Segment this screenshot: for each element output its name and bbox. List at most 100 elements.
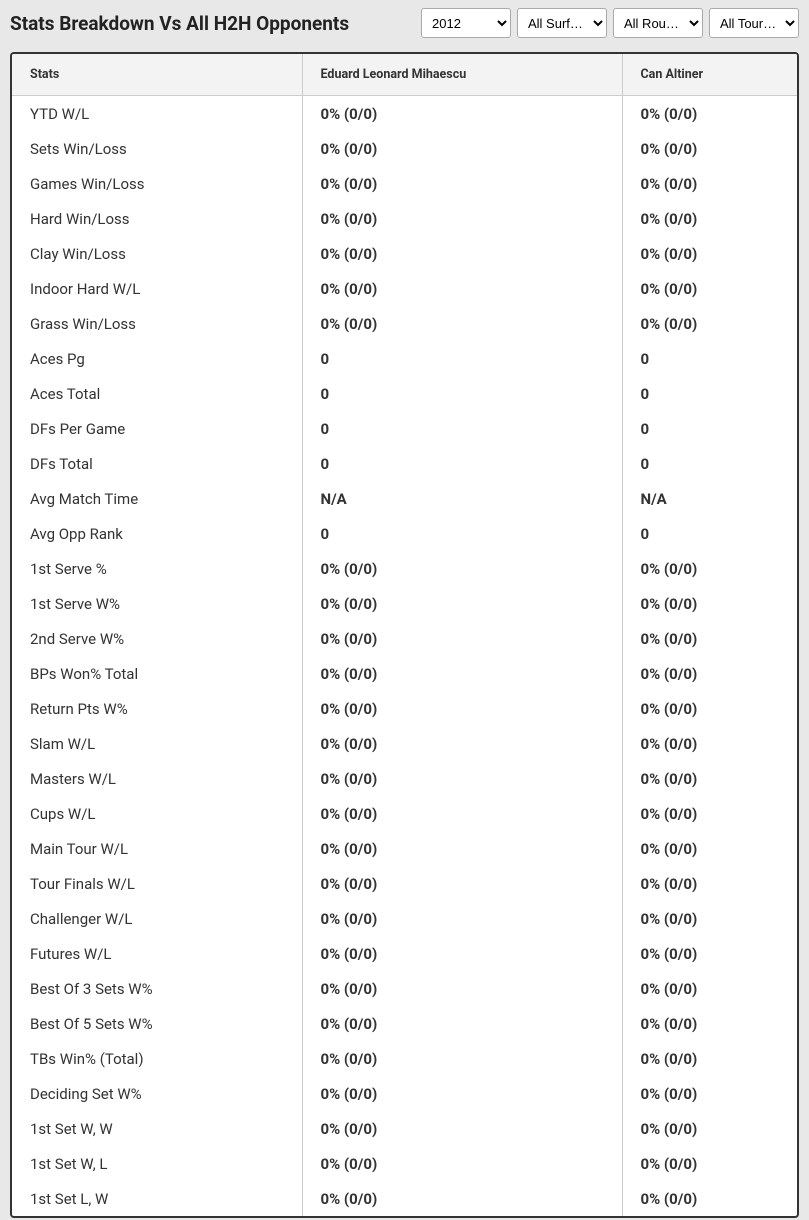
table-row: Avg Opp Rank00 xyxy=(12,516,797,551)
stat-name-cell: DFs Total xyxy=(12,446,302,481)
stat-value-cell: 0 xyxy=(302,446,622,481)
stat-name-cell: TBs Win% (Total) xyxy=(12,1041,302,1076)
stat-name-cell: Main Tour W/L xyxy=(12,831,302,866)
table-row: Clay Win/Loss0% (0/0)0% (0/0) xyxy=(12,236,797,271)
table-row: 1st Set L, W0% (0/0)0% (0/0) xyxy=(12,1181,797,1216)
stat-name-cell: Challenger W/L xyxy=(12,901,302,936)
stat-value-cell: 0% (0/0) xyxy=(622,656,797,691)
stat-name-cell: Aces Total xyxy=(12,376,302,411)
stat-name-cell: BPs Won% Total xyxy=(12,656,302,691)
stat-value-cell: 0% (0/0) xyxy=(622,971,797,1006)
col-header-player1: Eduard Leonard Mihaescu xyxy=(302,54,622,96)
stat-value-cell: 0% (0/0) xyxy=(622,96,797,132)
table-row: Sets Win/Loss0% (0/0)0% (0/0) xyxy=(12,131,797,166)
stat-value-cell: 0% (0/0) xyxy=(622,1111,797,1146)
stat-value-cell: N/A xyxy=(622,481,797,516)
stat-name-cell: Best Of 5 Sets W% xyxy=(12,1006,302,1041)
table-row: Futures W/L0% (0/0)0% (0/0) xyxy=(12,936,797,971)
stat-name-cell: 1st Set W, W xyxy=(12,1111,302,1146)
table-row: Indoor Hard W/L0% (0/0)0% (0/0) xyxy=(12,271,797,306)
stat-value-cell: 0% (0/0) xyxy=(302,131,622,166)
stat-name-cell: Hard Win/Loss xyxy=(12,201,302,236)
stat-value-cell: 0 xyxy=(302,376,622,411)
stat-value-cell: 0% (0/0) xyxy=(622,1006,797,1041)
stat-name-cell: Aces Pg xyxy=(12,341,302,376)
stat-value-cell: 0% (0/0) xyxy=(302,1181,622,1216)
stat-value-cell: 0 xyxy=(622,446,797,481)
table-row: Best Of 3 Sets W%0% (0/0)0% (0/0) xyxy=(12,971,797,1006)
filter-group: 2012 All Surf… All Rou… All Tour… xyxy=(421,8,799,38)
stat-value-cell: 0% (0/0) xyxy=(302,1146,622,1181)
stat-name-cell: Avg Match Time xyxy=(12,481,302,516)
stat-value-cell: 0% (0/0) xyxy=(302,306,622,341)
stat-value-cell: 0% (0/0) xyxy=(302,586,622,621)
stat-name-cell: YTD W/L xyxy=(12,96,302,132)
surface-select[interactable]: All Surf… xyxy=(517,8,607,38)
year-select[interactable]: 2012 xyxy=(421,8,511,38)
stat-value-cell: 0% (0/0) xyxy=(302,901,622,936)
stat-name-cell: Clay Win/Loss xyxy=(12,236,302,271)
stat-value-cell: 0% (0/0) xyxy=(302,726,622,761)
stat-value-cell: 0% (0/0) xyxy=(622,691,797,726)
stat-value-cell: 0 xyxy=(302,341,622,376)
stat-value-cell: 0% (0/0) xyxy=(302,936,622,971)
stat-value-cell: 0 xyxy=(622,376,797,411)
stat-value-cell: 0% (0/0) xyxy=(302,201,622,236)
stat-value-cell: 0% (0/0) xyxy=(622,551,797,586)
stat-name-cell: 1st Set W, L xyxy=(12,1146,302,1181)
stat-name-cell: 1st Serve W% xyxy=(12,586,302,621)
stat-name-cell: Sets Win/Loss xyxy=(12,131,302,166)
stat-value-cell: 0% (0/0) xyxy=(622,236,797,271)
stat-name-cell: Futures W/L xyxy=(12,936,302,971)
stat-value-cell: 0% (0/0) xyxy=(302,1006,622,1041)
stat-value-cell: 0 xyxy=(622,516,797,551)
stat-name-cell: Masters W/L xyxy=(12,761,302,796)
table-row: DFs Total00 xyxy=(12,446,797,481)
table-row: Grass Win/Loss0% (0/0)0% (0/0) xyxy=(12,306,797,341)
stat-name-cell: Games Win/Loss xyxy=(12,166,302,201)
col-header-stats: Stats xyxy=(12,54,302,96)
table-header-row: Stats Eduard Leonard Mihaescu Can Altine… xyxy=(12,54,797,96)
stat-value-cell: 0% (0/0) xyxy=(622,201,797,236)
stat-value-cell: 0% (0/0) xyxy=(302,971,622,1006)
round-select[interactable]: All Rou… xyxy=(613,8,703,38)
stat-value-cell: 0 xyxy=(302,516,622,551)
tour-select[interactable]: All Tour… xyxy=(709,8,799,38)
table-row: YTD W/L0% (0/0)0% (0/0) xyxy=(12,96,797,132)
table-row: Slam W/L0% (0/0)0% (0/0) xyxy=(12,726,797,761)
stat-name-cell: Best Of 3 Sets W% xyxy=(12,971,302,1006)
stat-value-cell: 0% (0/0) xyxy=(302,1041,622,1076)
table-row: Cups W/L0% (0/0)0% (0/0) xyxy=(12,796,797,831)
stat-value-cell: N/A xyxy=(302,481,622,516)
table-row: Masters W/L0% (0/0)0% (0/0) xyxy=(12,761,797,796)
stat-value-cell: 0% (0/0) xyxy=(622,901,797,936)
stat-value-cell: 0% (0/0) xyxy=(622,726,797,761)
table-row: Hard Win/Loss0% (0/0)0% (0/0) xyxy=(12,201,797,236)
stat-value-cell: 0% (0/0) xyxy=(302,691,622,726)
stat-value-cell: 0% (0/0) xyxy=(302,866,622,901)
stat-value-cell: 0% (0/0) xyxy=(302,656,622,691)
stat-value-cell: 0 xyxy=(302,411,622,446)
table-row: Avg Match TimeN/AN/A xyxy=(12,481,797,516)
stat-name-cell: 2nd Serve W% xyxy=(12,621,302,656)
stat-value-cell: 0 xyxy=(622,411,797,446)
stat-value-cell: 0% (0/0) xyxy=(622,621,797,656)
stats-table: Stats Eduard Leonard Mihaescu Can Altine… xyxy=(12,54,797,1216)
stat-value-cell: 0% (0/0) xyxy=(302,1111,622,1146)
stat-value-cell: 0% (0/0) xyxy=(302,796,622,831)
stat-value-cell: 0% (0/0) xyxy=(302,96,622,132)
table-row: Aces Total00 xyxy=(12,376,797,411)
col-header-player2: Can Altiner xyxy=(622,54,797,96)
stat-name-cell: Return Pts W% xyxy=(12,691,302,726)
table-row: 2nd Serve W%0% (0/0)0% (0/0) xyxy=(12,621,797,656)
table-row: Challenger W/L0% (0/0)0% (0/0) xyxy=(12,901,797,936)
table-row: Return Pts W%0% (0/0)0% (0/0) xyxy=(12,691,797,726)
stat-value-cell: 0% (0/0) xyxy=(622,1181,797,1216)
stat-value-cell: 0% (0/0) xyxy=(622,271,797,306)
table-row: TBs Win% (Total)0% (0/0)0% (0/0) xyxy=(12,1041,797,1076)
stat-name-cell: Tour Finals W/L xyxy=(12,866,302,901)
stat-value-cell: 0% (0/0) xyxy=(622,1076,797,1111)
stat-value-cell: 0% (0/0) xyxy=(302,1076,622,1111)
stat-name-cell: DFs Per Game xyxy=(12,411,302,446)
stat-name-cell: Grass Win/Loss xyxy=(12,306,302,341)
